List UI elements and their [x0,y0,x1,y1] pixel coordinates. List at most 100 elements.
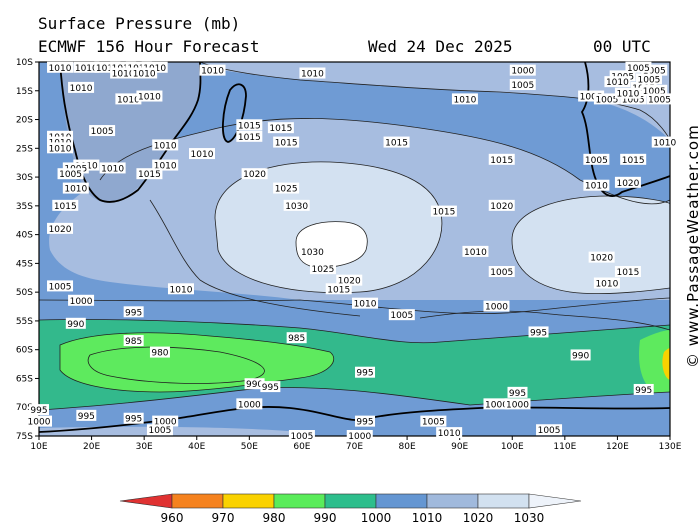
isobar-label: 1015 [488,153,515,166]
legend-swatch [273,493,326,509]
svg-text:1015: 1015 [385,139,408,149]
lon-tick-label: 120E [606,442,629,452]
isobar-label: 1030 [299,245,326,258]
svg-text:1010: 1010 [75,64,98,74]
lon-tick-label: 10E [30,442,47,452]
isobar-label: 1015 [236,119,263,131]
legend-value-label: 1020 [463,511,494,525]
legend-value-label: 1030 [514,511,545,525]
isobar-label: 990 [570,349,591,361]
legend-swatch [171,493,224,509]
isobar-label: 1000 [504,398,531,410]
legend-swatch [477,493,530,509]
isobar-label: 1015 [383,136,410,149]
svg-text:1000: 1000 [154,418,177,428]
svg-text:980: 980 [151,349,168,359]
lat-tick-label: 30S [16,173,33,183]
isobar-label: 1010 [62,182,89,195]
isobar-label: 1010 [593,277,620,290]
isobar-label: 1000 [483,398,510,410]
svg-text:1010: 1010 [653,139,676,149]
svg-text:1015: 1015 [275,139,298,149]
svg-text:1010: 1010 [191,150,214,160]
isobar-label: 1015 [620,153,647,166]
svg-text:1005: 1005 [585,156,608,166]
svg-text:1005: 1005 [627,64,650,74]
legend-value-label: 990 [314,511,337,525]
svg-text:1010: 1010 [464,248,487,258]
svg-text:1005: 1005 [490,268,513,278]
isobar-label: 1010 [614,87,641,100]
isobar-label: 1015 [430,205,457,218]
svg-text:1020: 1020 [616,179,639,189]
isobar-label: 1005 [57,168,84,180]
isobar-label: 1020 [336,274,363,287]
lat-tick-label: 65S [16,374,33,384]
lat-tick-label: 20S [16,116,33,126]
lat-tick-label: 55S [16,317,33,327]
legend-low-arrow [119,493,173,509]
isobar-label: 1015 [325,283,352,295]
svg-text:1005: 1005 [643,67,666,77]
isobar-label: 995 [123,412,144,425]
svg-text:1010: 1010 [438,429,461,439]
isobar-label: 1005 [89,125,116,137]
svg-text:990: 990 [572,351,589,361]
svg-text:1010: 1010 [70,84,93,94]
isobar-label: 1005 [47,280,74,292]
isobar-label: 1010 [47,142,74,154]
svg-text:1030: 1030 [285,202,308,212]
isobar-label: 1000 [236,398,263,410]
africa-coastline [59,62,202,203]
svg-text:1015: 1015 [616,268,639,278]
svg-text:1000: 1000 [238,400,261,410]
svg-text:1015: 1015 [432,208,455,218]
axis-layer: 10S 15S 20S 25S 30S 35S 40S 45S 50S 55S 60S 65S 70S 7… [16,58,682,452]
legend-swatch [222,493,275,509]
band-1020-1030-east [512,196,670,294]
legend-value-label: 960 [161,511,184,525]
isobar-label: 1000 [152,415,179,428]
svg-text:995: 995 [30,406,47,416]
isobar-label: 1010 [167,283,194,295]
isobar-label: 1005 [536,424,563,436]
svg-text:1005: 1005 [49,282,72,292]
isobar-label: 1000 [346,430,373,442]
band-980-990-east [639,330,670,400]
svg-text:1030: 1030 [301,248,324,258]
isobar-label: 1010 [73,61,100,74]
svg-text:1010: 1010 [112,70,135,80]
isobar-label: 1020 [488,199,515,212]
svg-text:990: 990 [67,320,84,330]
credit-watermark: © www.PassageWeather.com [684,124,700,368]
isobar-label: 1000 [483,300,510,313]
svg-text:1005: 1005 [148,426,171,436]
isobar-label: 1010 [136,90,163,103]
isobar-label: 1005 [635,73,662,85]
isobar-label: 995 [29,404,49,416]
forecast-date: Wed 24 Dec 2025 [368,37,513,56]
svg-text:1010: 1010 [49,144,72,154]
lon-tick-label: 130E [659,442,682,452]
isobar-label: 1010 [583,179,610,192]
isobar-label: 1030 [283,199,310,212]
svg-text:995: 995 [78,412,95,422]
isobar-label: 980 [149,346,170,359]
svg-text:1025: 1025 [311,265,334,275]
isobar-label: 995 [76,409,97,422]
isobar-label: 1005 [625,61,652,74]
isobar-label: 1010 [299,67,326,80]
isobar-label: 1010 [199,64,226,77]
lon-tick-label: 70E [346,442,363,452]
svg-text:1005: 1005 [538,426,561,436]
svg-text:1010: 1010 [154,141,177,151]
isobar-label: 1005 [146,424,173,436]
isobar-label: 1005 [488,266,515,278]
isobar-label: 1010 [451,93,478,105]
lon-tick-label: 110E [553,442,576,452]
isobar-label: 1005 [593,93,620,105]
isobar-label: 1005 [641,84,668,97]
svg-text:1015: 1015 [327,285,350,295]
lat-tick-label: 60S [16,346,33,356]
isobar-label: 985 [123,335,144,347]
